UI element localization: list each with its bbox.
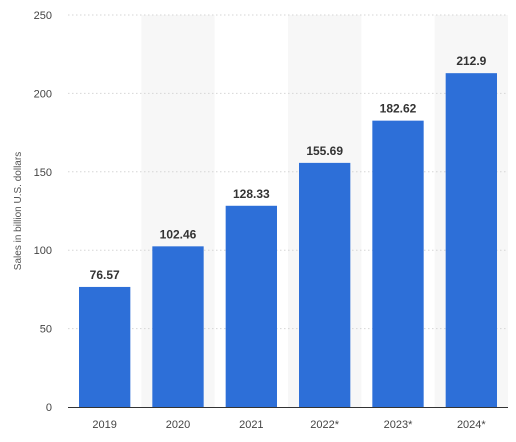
y-axis-label: Sales in billion U.S. dollars bbox=[13, 152, 24, 270]
bar-2022[interactable] bbox=[299, 162, 351, 407]
bar-2024[interactable] bbox=[445, 73, 497, 408]
y-tick-label: 250 bbox=[34, 10, 52, 22]
data-label: 76.57 bbox=[90, 268, 120, 282]
data-label: 182.62 bbox=[380, 102, 417, 116]
y-tick-label: 0 bbox=[46, 402, 52, 414]
bar-2019[interactable] bbox=[79, 286, 131, 407]
y-tick-label: 50 bbox=[40, 324, 52, 336]
x-tick-label: 2021 bbox=[239, 419, 263, 431]
x-tick-label: 2024* bbox=[457, 419, 486, 431]
x-tick-label: 2019 bbox=[92, 419, 116, 431]
value-labels: 76.57 102.46 128.33 155.69 182.62 212.9 bbox=[90, 54, 487, 282]
data-label: 128.33 bbox=[233, 187, 270, 201]
x-axis-ticks: 2019 2020 2021 2022* 2023* 2024* bbox=[92, 419, 486, 431]
y-tick-label: 100 bbox=[34, 245, 52, 257]
gridlines bbox=[68, 14, 508, 330]
bar-2023[interactable] bbox=[372, 120, 424, 407]
x-tick-label: 2020 bbox=[166, 419, 190, 431]
data-label: 102.46 bbox=[160, 227, 197, 241]
bar-2020[interactable] bbox=[152, 246, 204, 407]
data-label: 212.9 bbox=[456, 54, 486, 68]
bars bbox=[79, 73, 497, 408]
y-axis-ticks: 0 50 100 150 200 250 bbox=[34, 10, 52, 414]
y-tick-label: 200 bbox=[34, 88, 52, 100]
x-tick-label: 2022* bbox=[310, 419, 339, 431]
y-tick-label: 150 bbox=[34, 167, 52, 179]
bar-2021[interactable] bbox=[225, 205, 277, 407]
x-tick-label: 2023* bbox=[384, 419, 413, 431]
data-label: 155.69 bbox=[306, 144, 343, 158]
